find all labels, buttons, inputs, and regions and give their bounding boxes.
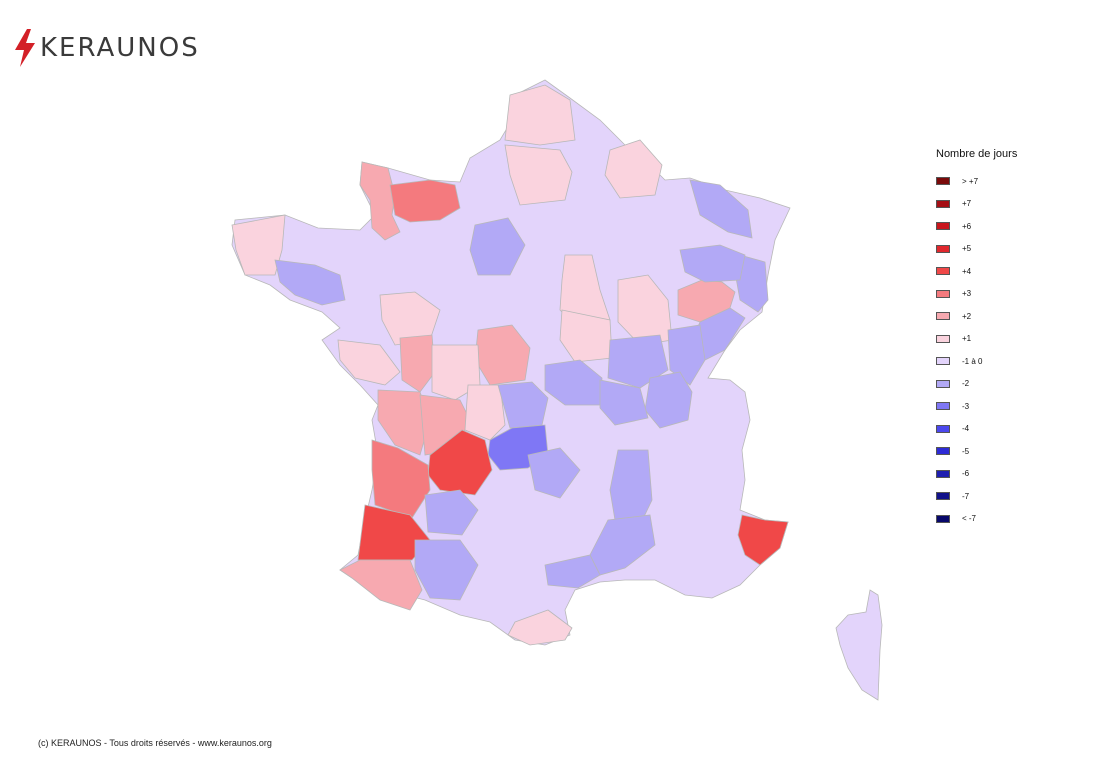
dept-gironde xyxy=(371,439,431,519)
legend-swatch xyxy=(936,424,950,433)
dept-jura xyxy=(667,324,706,386)
legend-item: +4 xyxy=(936,260,1017,283)
dept-ardennes xyxy=(604,139,663,199)
dept-alpes-maritimes xyxy=(737,514,789,566)
legend-label: +6 xyxy=(962,221,972,231)
lightning-bolt-icon xyxy=(15,29,35,67)
legend-label: -3 xyxy=(962,401,970,411)
dept-maine-loire xyxy=(337,339,401,386)
legend-label: +1 xyxy=(962,334,972,344)
legend-item: -4 xyxy=(936,418,1017,441)
dept-herault xyxy=(544,554,601,589)
legend-label: +4 xyxy=(962,266,972,276)
brand-name: KERAUNOS xyxy=(40,33,200,63)
legend-item: +6 xyxy=(936,215,1017,238)
legend-swatch xyxy=(936,199,950,208)
legend-item: +2 xyxy=(936,305,1017,328)
legend-items: > +7 +7 +6 +5 +4 +3 +2 +1 -1 à 0 -2 -3 -4 -5 -6 -7 < -7 xyxy=(936,170,1017,530)
legend-swatch xyxy=(936,492,950,501)
legend-swatch xyxy=(936,514,950,523)
legend-item: -1 à 0 xyxy=(936,350,1017,373)
dept-cantal xyxy=(527,447,581,499)
legend-label: +3 xyxy=(962,289,972,299)
legend-item: +7 xyxy=(936,193,1017,216)
legend-label: > +7 xyxy=(962,176,979,186)
legend-swatch xyxy=(936,222,950,231)
dept-allier xyxy=(599,379,649,426)
legend-swatch xyxy=(936,379,950,388)
dept-morbihan xyxy=(274,259,346,306)
legend-label: -2 xyxy=(962,379,970,389)
legend: Nombre de jours > +7 +7 +6 +5 +4 +3 +2 +1 -1 à 0… xyxy=(936,148,1017,530)
dept-haute-vienne xyxy=(464,384,506,441)
keraunos-logo: KERAUNOS xyxy=(12,28,200,68)
dept-ardeche xyxy=(609,449,653,526)
dept-pyrenees-orientales xyxy=(507,609,573,646)
dept-manche xyxy=(359,161,401,241)
dept-finistere xyxy=(231,214,286,276)
dept-sarthe xyxy=(469,217,526,276)
legend-swatch xyxy=(936,402,950,411)
legend-label: -5 xyxy=(962,446,970,456)
legend-swatch xyxy=(936,177,950,186)
legend-item: -6 xyxy=(936,463,1017,486)
legend-swatch xyxy=(936,244,950,253)
legend-swatch xyxy=(936,289,950,298)
departments xyxy=(231,79,883,701)
dept-calvados xyxy=(389,179,461,223)
dept-moselle xyxy=(689,179,753,239)
legend-swatch xyxy=(936,357,950,366)
legend-item: < -7 xyxy=(936,508,1017,531)
copyright-text: (c) KERAUNOS - Tous droits réservés - ww… xyxy=(38,738,272,748)
legend-swatch xyxy=(936,447,950,456)
dept-dordogne xyxy=(427,429,493,496)
dept-pas-de-calais xyxy=(504,84,576,146)
legend-label: -6 xyxy=(962,469,970,479)
legend-title: Nombre de jours xyxy=(936,148,1018,160)
legend-label: +5 xyxy=(962,244,972,254)
legend-swatch xyxy=(936,267,950,276)
legend-label: -4 xyxy=(962,424,970,434)
legend-item: > +7 xyxy=(936,170,1017,193)
legend-label: < -7 xyxy=(962,514,977,524)
legend-swatch xyxy=(936,312,950,321)
dept-lot-garonne xyxy=(424,489,479,536)
legend-label: -7 xyxy=(962,491,970,501)
legend-item: -2 xyxy=(936,373,1017,396)
legend-swatch xyxy=(936,469,950,478)
dept-pyrenees-atlantiques xyxy=(339,559,423,611)
dept-somme xyxy=(504,144,573,206)
legend-item: -5 xyxy=(936,440,1017,463)
legend-label: +7 xyxy=(962,199,972,209)
dept-charente-maritime xyxy=(377,389,431,456)
dept-yonne xyxy=(559,309,613,363)
legend-label: +2 xyxy=(962,311,972,321)
dept-gers xyxy=(414,539,479,601)
legend-swatch xyxy=(936,334,950,343)
legend-item: +3 xyxy=(936,283,1017,306)
dept-vienne xyxy=(399,334,436,393)
legend-item: +1 xyxy=(936,328,1017,351)
legend-item: +5 xyxy=(936,238,1017,261)
legend-item: -3 xyxy=(936,395,1017,418)
legend-label: -1 à 0 xyxy=(962,356,983,366)
dept-vosges xyxy=(679,244,746,283)
legend-item: -7 xyxy=(936,485,1017,508)
corsica xyxy=(835,589,883,701)
dept-creuse xyxy=(497,381,549,429)
